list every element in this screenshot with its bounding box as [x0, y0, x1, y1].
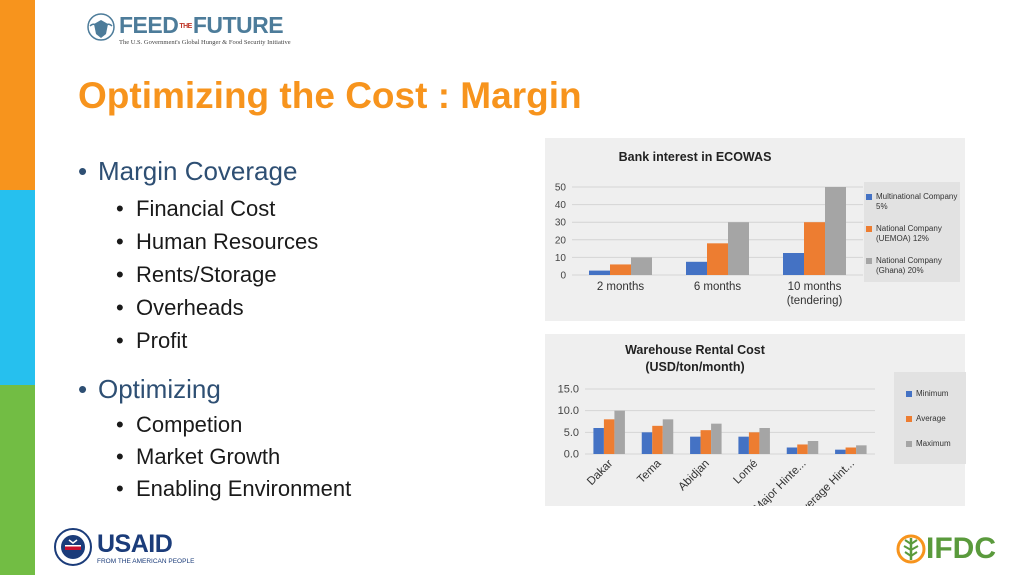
slide-title: Optimizing the Cost : Margin: [78, 75, 582, 116]
chart-title: Bank interest in ECOWAS: [618, 150, 772, 164]
bar: [804, 222, 825, 275]
legend-swatch: [906, 391, 912, 397]
bullet-item: • Overheads: [116, 295, 244, 320]
x-tick-label: 2 months: [597, 281, 645, 293]
y-tick-label: 10: [555, 253, 567, 264]
bar: [845, 447, 857, 454]
bullet-section-margin-coverage: • Margin Coverage: [78, 156, 298, 186]
x-tick-label: Tema: [635, 457, 664, 486]
bullet-item: • Rents/Storage: [116, 262, 277, 287]
bar: [728, 222, 749, 275]
y-tick-label: 15.0: [558, 384, 579, 396]
bar: [759, 428, 770, 454]
usaid-tagline: FROM THE AMERICAN PEOPLE: [97, 558, 195, 565]
bar: [686, 261, 707, 275]
bullet-item: • Market Growth: [116, 444, 281, 469]
y-tick-label: 50: [555, 183, 567, 194]
bar: [631, 257, 652, 275]
bar: [614, 410, 625, 454]
y-tick-label: 20: [555, 235, 567, 246]
usaid-logo: USAID FROM THE AMERICAN PEOPLE: [54, 528, 194, 570]
bar: [825, 187, 846, 275]
warehouse-rental-chart: Warehouse Rental Cost (USD/ton/month) 0.0…: [545, 334, 966, 506]
x-tick-label: Abidjan: [676, 458, 712, 494]
bank-interest-chart: Bank interest in ECOWAS 0 10 20 30 40 50 2 mon…: [545, 138, 965, 321]
bar: [783, 253, 804, 275]
y-tick-label: 40: [555, 200, 567, 211]
wheat-icon: [896, 534, 926, 564]
ifdc-logo: IFDC: [896, 532, 1014, 568]
legend-swatch: [866, 258, 872, 264]
chart-legend: Minimum Average Maximum: [894, 372, 966, 464]
bar: [690, 436, 701, 454]
bullet-section-optimizing: • Optimizing: [78, 374, 221, 404]
bar: [641, 432, 653, 454]
bullet-item: • Competion: [116, 412, 243, 437]
x-tick-label: Lomé: [731, 458, 760, 487]
warehouse-rental-plot: 0.0 5.0 10.0 15.0 Dakar Tema Abidjan LoméMajor …: [558, 384, 875, 506]
bar: [662, 419, 674, 454]
y-tick-label: 0.0: [564, 449, 579, 461]
us-seal-icon: [87, 13, 115, 41]
bar: [738, 436, 749, 454]
bar: [711, 423, 722, 454]
bar: [807, 441, 819, 454]
bank-interest-plot: 0 10 20 30 40 50 2 months 6 months 10 months (ten…: [555, 183, 863, 307]
legend-swatch: [866, 226, 872, 232]
x-tick-label: 6 months: [694, 281, 742, 293]
bar: [748, 432, 760, 454]
x-tick-label: (tendering): [787, 295, 843, 307]
usaid-wordmark: USAID: [97, 530, 173, 558]
bar: [603, 419, 615, 454]
usaid-seal-icon: [54, 528, 92, 566]
bullet-item: • Human Resources: [116, 229, 319, 254]
feed-the-future-wordmark: FEEDTHEFUTURE: [119, 12, 284, 38]
x-tick-label: Major Hinte...: [752, 458, 809, 506]
y-tick-label: 30: [555, 218, 567, 229]
chart-title: Warehouse Rental Cost (USD/ton/month): [625, 343, 765, 374]
legend-swatch: [906, 416, 912, 422]
bar: [652, 425, 663, 454]
bar: [797, 444, 808, 454]
bullet-item: • Profit: [116, 328, 188, 353]
bullet-item: • Enabling Environment: [116, 476, 352, 501]
side-stripe-green: [0, 385, 35, 575]
bar: [786, 447, 798, 454]
legend-swatch: [906, 441, 912, 447]
bar: [835, 449, 846, 454]
bar: [856, 445, 867, 454]
y-tick-label: 10.0: [558, 405, 579, 417]
side-stripe-orange: [0, 0, 35, 190]
bar: [700, 430, 712, 454]
chart-legend: Multinational Company 5% National Company…: [864, 182, 960, 282]
bar: [610, 264, 631, 275]
feed-the-future-logo: FEEDTHEFUTURE The U.S. Government's Glob…: [86, 12, 291, 52]
y-tick-label: 5.0: [564, 427, 579, 439]
legend-swatch: [866, 194, 872, 200]
side-stripe-blue: [0, 190, 35, 385]
bar: [707, 243, 728, 275]
bar: [589, 270, 610, 275]
feed-the-future-tagline: The U.S. Government's Global Hunger & Fo…: [119, 39, 291, 46]
bullet-item: • Financial Cost: [116, 196, 276, 221]
ifdc-wordmark: IFDC: [926, 532, 996, 565]
y-tick-label: 0: [560, 271, 566, 282]
x-tick-label: Dakar: [585, 458, 615, 488]
bar: [593, 428, 604, 454]
x-tick-label: 10 months: [788, 281, 842, 293]
